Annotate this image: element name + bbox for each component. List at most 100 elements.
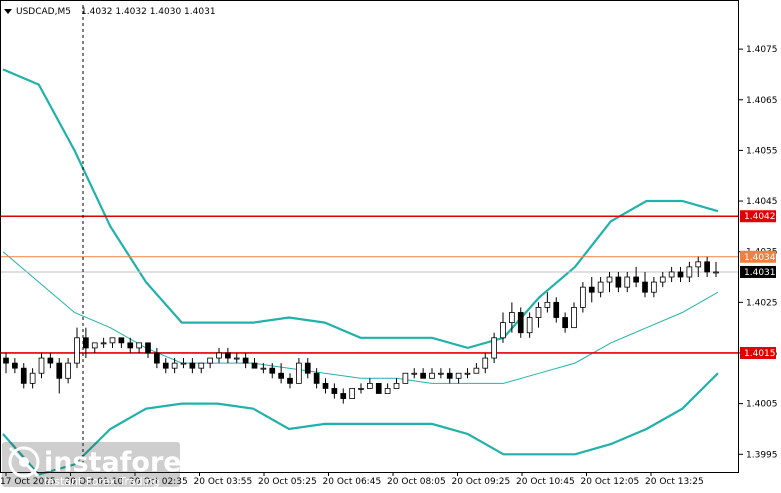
candle: [304, 358, 311, 379]
candle-body: [154, 352, 160, 364]
candle: [553, 297, 560, 323]
y-tick-label: 1.4055: [746, 146, 778, 156]
y-tick-label: 1.4065: [746, 96, 778, 106]
bollinger-lower-band: [2, 372, 719, 476]
candle-body: [526, 317, 533, 334]
candle: [171, 358, 178, 374]
candle-body: [704, 261, 710, 273]
candle-body: [429, 372, 435, 379]
candle: [12, 358, 18, 374]
candle-body: [571, 307, 577, 329]
candle-body: [544, 301, 551, 308]
candle-body: [269, 367, 276, 374]
candle-body: [438, 372, 444, 375]
candle-body: [242, 357, 249, 364]
candle-body: [145, 342, 151, 354]
level-tag: 1.4042: [740, 210, 776, 223]
candle-body: [713, 271, 719, 274]
candle: [384, 383, 391, 394]
x-tick-label: 17 Oct 2025: [0, 477, 56, 487]
candle: [482, 352, 489, 374]
candle-body: [313, 372, 320, 384]
y-tick-label: 1.4075: [746, 45, 778, 55]
candle: [535, 302, 542, 328]
candle-body: [553, 301, 560, 318]
candle-body: [127, 342, 134, 349]
candle-body: [47, 357, 54, 364]
candle: [260, 363, 267, 374]
candle-body: [38, 357, 45, 374]
collapse-arrow-icon[interactable]: [4, 9, 12, 14]
candle-body: [278, 372, 284, 379]
candles-layer: [3, 256, 719, 404]
candle-body: [659, 276, 666, 283]
candle-body: [322, 382, 329, 389]
candle-body: [393, 382, 400, 389]
candle-body: [597, 281, 604, 293]
logo-backdrop: [2, 442, 180, 487]
candle: [704, 256, 710, 278]
candle-body: [100, 342, 107, 345]
candle: [651, 277, 657, 298]
y-tick-label: 1.4045: [746, 197, 778, 207]
bollinger-band-layer: [2, 68, 719, 476]
candle: [464, 368, 471, 379]
x-tick-label: 20 Oct 05:25: [258, 477, 317, 487]
candle-body: [162, 362, 169, 369]
candle-body: [198, 362, 205, 369]
candle: [491, 332, 497, 364]
candle-body: [3, 357, 9, 364]
candle-body: [695, 261, 702, 268]
candle: [47, 352, 54, 369]
candle: [509, 302, 515, 333]
candle-body: [65, 362, 71, 379]
candle: [91, 342, 98, 353]
candle: [446, 368, 453, 384]
candle: [606, 271, 613, 293]
candle: [313, 368, 320, 389]
candle: [571, 302, 577, 329]
candle: [38, 352, 45, 379]
candle: [65, 358, 71, 384]
candle: [393, 378, 400, 389]
candle-body: [83, 337, 89, 349]
candle: [118, 337, 125, 348]
candle-body: [207, 357, 213, 364]
candle-body: [384, 388, 391, 394]
candle: [668, 266, 675, 283]
candle: [615, 271, 622, 293]
candle: [136, 342, 142, 353]
candle-body: [491, 337, 497, 359]
candle: [287, 373, 293, 389]
x-tick-label: 20 Oct 10:45: [516, 477, 575, 487]
current-price-tag-text: 1.4034: [744, 253, 776, 263]
candle-body: [29, 372, 36, 384]
candle: [154, 347, 160, 369]
candle-body: [180, 362, 187, 365]
candle-body: [420, 372, 426, 379]
candle-body: [677, 271, 684, 278]
candle-body: [473, 367, 480, 374]
bollinger-middle-band: [2, 251, 719, 384]
candle-body: [588, 286, 595, 293]
candle-body: [260, 367, 267, 370]
candle: [127, 337, 134, 353]
candle: [198, 362, 205, 374]
plot-area-frame: [0, 0, 739, 473]
candle: [340, 388, 347, 404]
chart-header: USDCAD,M5 1.4032 1.4032 1.4030 1.4031: [4, 7, 216, 17]
candle: [207, 357, 213, 369]
candle-body: [633, 276, 639, 283]
candle: [216, 347, 222, 364]
candle: [633, 266, 639, 288]
candle-body: [446, 372, 453, 379]
candle: [278, 363, 284, 384]
candle-body: [402, 372, 409, 384]
y-tick-label: 1.4005: [746, 400, 778, 410]
candle-body: [375, 382, 382, 394]
candle-body: [74, 337, 80, 364]
candle-body: [189, 362, 196, 369]
candle: [659, 271, 666, 288]
